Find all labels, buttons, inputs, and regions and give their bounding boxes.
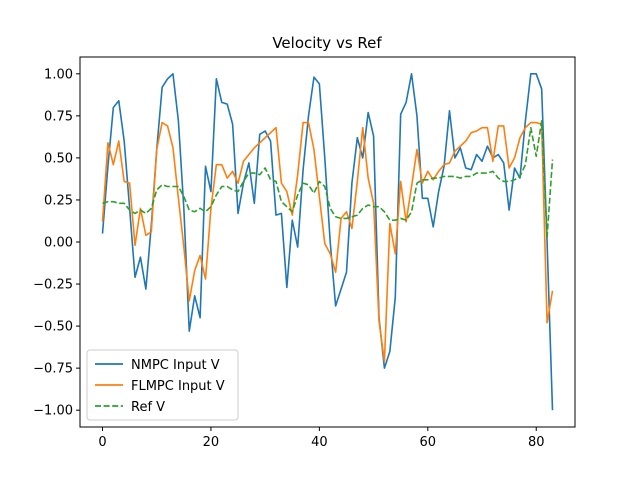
series-line-2	[102, 120, 554, 238]
legend-label-flmpc: FLMPC Input V	[131, 379, 225, 394]
y-tick-label: −0.25	[33, 278, 73, 293]
plot-area	[101, 73, 554, 411]
y-tick-label: 0.50	[44, 151, 73, 166]
legend-label-nmpc: NMPC Input V	[131, 358, 220, 373]
x-tick-label: 40	[311, 435, 328, 450]
legend: NMPC Input V FLMPC Input V Ref V	[86, 349, 239, 421]
y-tick-label: −1.00	[33, 404, 73, 419]
legend-label-ref: Ref V	[131, 400, 165, 415]
series-line-1	[101, 121, 554, 363]
y-tick-label: −0.75	[33, 362, 73, 377]
y-tick-label: 0.25	[44, 193, 73, 208]
y-tick-label: 0.75	[44, 109, 73, 124]
x-tick-label: 0	[98, 435, 106, 450]
y-tick-label: −0.50	[33, 320, 73, 335]
y-tick-label: 0.00	[44, 236, 73, 251]
x-tick-label: 20	[203, 435, 220, 450]
x-tick-label: 60	[420, 435, 437, 450]
y-tick-label: 1.00	[44, 67, 73, 82]
x-axis: 0 20 40 60 80	[98, 427, 545, 450]
y-axis: −1.00 −0.75 −0.50 −0.25 0.00 0.25 0.50 0.75 1.00	[33, 67, 80, 419]
x-tick-label: 80	[528, 435, 545, 450]
chart-title: Velocity vs Ref	[272, 34, 382, 52]
series-line-0	[101, 73, 554, 411]
legend-box	[86, 349, 239, 421]
